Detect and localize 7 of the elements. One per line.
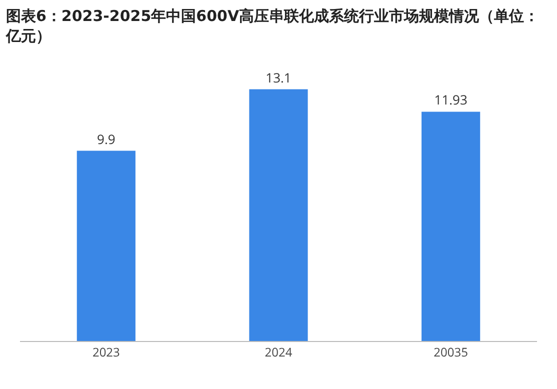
x-tick-label: 2023: [92, 343, 120, 360]
x-tick-label: 20035: [434, 343, 468, 360]
chart-title: 图表6：2023-2025年中国600V高压串联化成系统行业市场规模情况（单位：亿元）: [4, 6, 540, 46]
data-label: 11.93: [434, 90, 468, 109]
data-label: 9.9: [97, 130, 116, 148]
x-tick-label: 2024: [264, 343, 292, 360]
data-label: 13.1: [266, 68, 292, 86]
